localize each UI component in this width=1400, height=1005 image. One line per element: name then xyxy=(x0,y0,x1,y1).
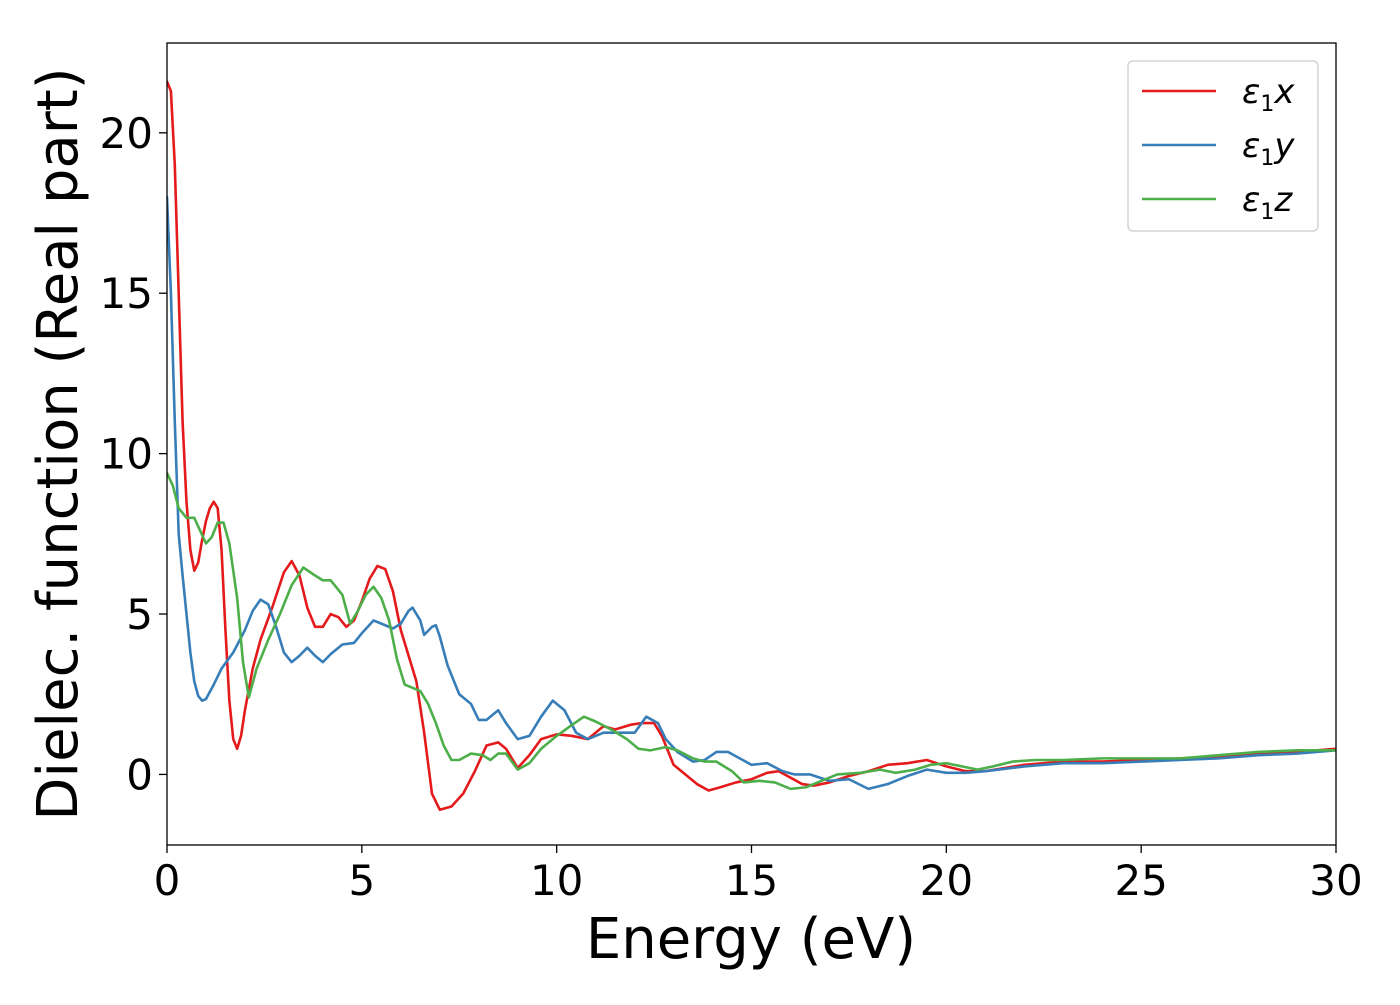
y-axis-label: Dielec. function (Real part) xyxy=(26,67,91,820)
x-tick-label: 0 xyxy=(154,856,181,905)
legend-label-x: ε1x xyxy=(1242,72,1295,117)
x-axis-label: Energy (eV) xyxy=(586,907,916,972)
x-tick-label: 20 xyxy=(920,856,973,905)
legend-box xyxy=(1127,60,1319,232)
y-tick-label: 5 xyxy=(126,590,153,639)
x-axis-ticks: 0 5 10 15 20 25 30 xyxy=(154,845,1363,905)
y-tick-label: 20 xyxy=(100,109,153,158)
series-line-y xyxy=(167,195,1336,791)
y-tick-label: 15 xyxy=(100,269,153,318)
x-tick-label: 5 xyxy=(348,856,375,905)
legend-label-y: ε1y xyxy=(1242,126,1295,171)
y-axis-ticks: 0 5 10 15 20 xyxy=(100,109,167,799)
legend: ε1x ε1y ε1z xyxy=(1127,60,1319,232)
series-line-z xyxy=(167,471,1336,791)
x-tick-label: 25 xyxy=(1114,856,1167,905)
series-line-x xyxy=(167,80,1336,812)
x-tick-label: 10 xyxy=(530,856,583,905)
x-tick-label: 15 xyxy=(725,856,778,905)
legend-label-z: ε1z xyxy=(1242,180,1293,225)
y-tick-label: 10 xyxy=(100,430,153,479)
y-tick-label: 0 xyxy=(126,750,153,799)
x-tick-label: 30 xyxy=(1309,856,1362,905)
